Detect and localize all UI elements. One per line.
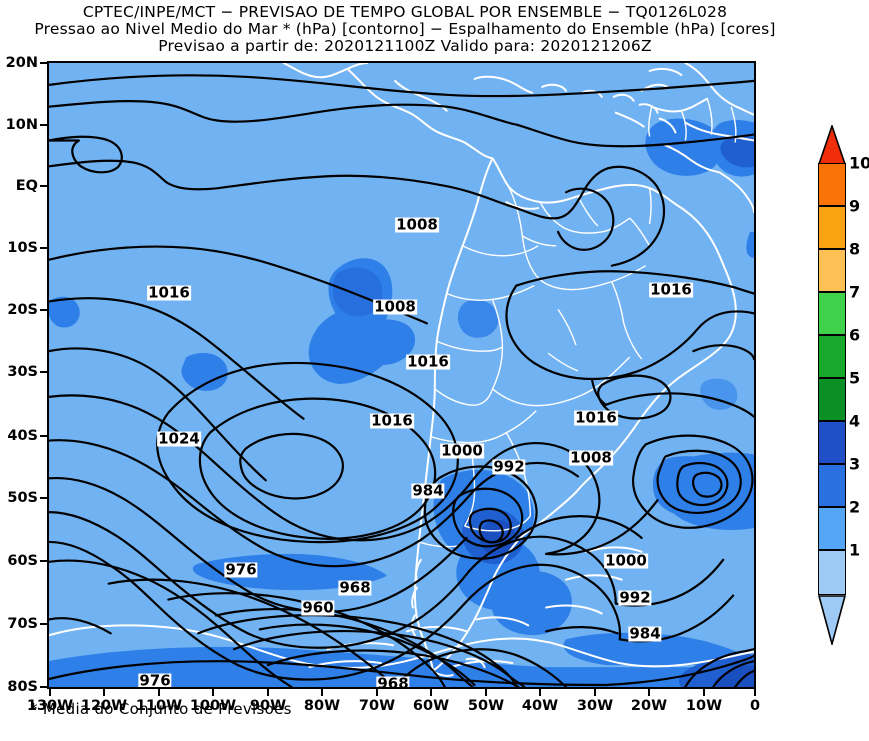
contour-label: 992	[618, 588, 652, 607]
contour-label: 1016	[649, 280, 693, 299]
contour-label: 1016	[370, 411, 414, 430]
contour-label: 960	[301, 598, 335, 617]
chart-title-line2: Pressao ao Nivel Medio do Mar * (hPa) [c…	[34, 20, 776, 38]
x-tick-label: 130W	[26, 698, 74, 714]
contour-label: 968	[376, 676, 410, 687]
x-tick-label: 20W	[630, 698, 668, 714]
y-tick-label: 40S	[7, 428, 38, 444]
contour-label: 1024	[157, 429, 201, 448]
x-tick-label: 80W	[303, 698, 341, 714]
chart-title-line1: CPTEC/INPE/MCT − PREVISAO DE TEMPO GLOBA…	[82, 3, 728, 21]
colorbar-cell-9	[818, 206, 846, 249]
colorbar-cell-7	[818, 292, 846, 335]
contour-label: 976	[224, 560, 258, 579]
y-axis: 20N 10N EQ 10S 20S 30S 40S 50S 60S 70S 8…	[0, 55, 47, 695]
contour-label: 984	[628, 624, 662, 643]
contour-label: 1016	[574, 408, 618, 427]
coastline-layer	[49, 63, 754, 677]
contour-label: 976	[138, 671, 172, 689]
colorbar-tick-label: 2	[849, 497, 861, 517]
colorbar-tick-label: 4	[849, 411, 861, 431]
y-tick-label: 20S	[7, 302, 38, 318]
x-tick-label: 110W	[135, 698, 183, 714]
x-tick-label: 50W	[467, 698, 505, 714]
map-canvas	[49, 63, 754, 687]
y-tick-label: 20N	[5, 55, 38, 71]
x-tick-label: 10W	[685, 698, 723, 714]
footnote: * Media do Conjunto de Previsoes	[30, 700, 292, 718]
contour-label: 968	[338, 578, 372, 597]
x-tick-label: 60W	[412, 698, 450, 714]
x-tick-label: 120W	[80, 698, 128, 714]
y-tick-label: 80S	[7, 679, 38, 695]
mslp-contour-layer	[49, 74, 754, 687]
y-tick-label: EQ	[15, 178, 38, 194]
map-plot-area: 1008 1016 1008 1016 1016 1016 1024 1016 …	[47, 61, 756, 689]
contour-label: 984	[411, 481, 445, 500]
title-block: CPTEC/INPE/MCT − PREVISAO DE TEMPO GLOBA…	[0, 0, 810, 55]
contour-label: 1008	[373, 297, 417, 316]
colorbar-tick-label: 10	[849, 153, 869, 173]
contour-label: 1016	[147, 283, 191, 302]
y-tick-label: 60S	[7, 553, 38, 569]
x-tick-label: 0	[749, 698, 761, 714]
colorbar-tick-label: 8	[849, 239, 861, 259]
colorbar-cell-5	[818, 378, 846, 421]
colorbar-tick-label: 7	[849, 282, 861, 302]
colorbar-cap-top	[818, 125, 846, 165]
colorbar-tick-label: 6	[849, 325, 861, 345]
x-axis: 130W 120W 110W 100W 90W 80W 70W 60W 50W …	[27, 689, 760, 719]
contour-label: 1000	[604, 551, 648, 570]
y-tick-label: 50S	[7, 490, 38, 506]
y-tick-label: 10S	[7, 240, 38, 256]
colorbar-cell-6	[818, 335, 846, 378]
colorbar: 10 9 8 7 6 5 4 3 2 1	[818, 125, 869, 645]
contour-label: 1016	[406, 352, 450, 371]
colorbar-tick-label: 1	[849, 540, 861, 560]
colorbar-cell-3	[818, 464, 846, 507]
colorbar-cell-4	[818, 421, 846, 464]
colorbar-cell-10	[818, 163, 846, 206]
colorbar-cell-2	[818, 507, 846, 550]
x-tick-label: 40W	[521, 698, 559, 714]
contour-label: 992	[492, 457, 526, 476]
colorbar-tick-label: 3	[849, 454, 861, 474]
contour-label: 1008	[395, 215, 439, 234]
y-tick-label: 70S	[7, 616, 38, 632]
x-tick-label: 70W	[358, 698, 396, 714]
y-tick-label: 10N	[5, 117, 38, 133]
colorbar-cap-bottom	[818, 595, 846, 645]
x-tick-label: 90W	[249, 698, 287, 714]
chart-title-line3: Previsao a partir de: 2020121100Z Valido…	[158, 37, 652, 55]
y-tick-label: 30S	[7, 364, 38, 380]
x-tick-label: 30W	[576, 698, 614, 714]
x-tick-label: 100W	[189, 698, 237, 714]
colorbar-tick-label: 9	[849, 196, 861, 216]
contour-label: 1008	[569, 448, 613, 467]
contour-label: 1000	[440, 441, 484, 460]
colorbar-cell-1	[818, 550, 846, 595]
colorbar-tick-label: 5	[849, 368, 861, 388]
colorbar-cell-8	[818, 249, 846, 292]
